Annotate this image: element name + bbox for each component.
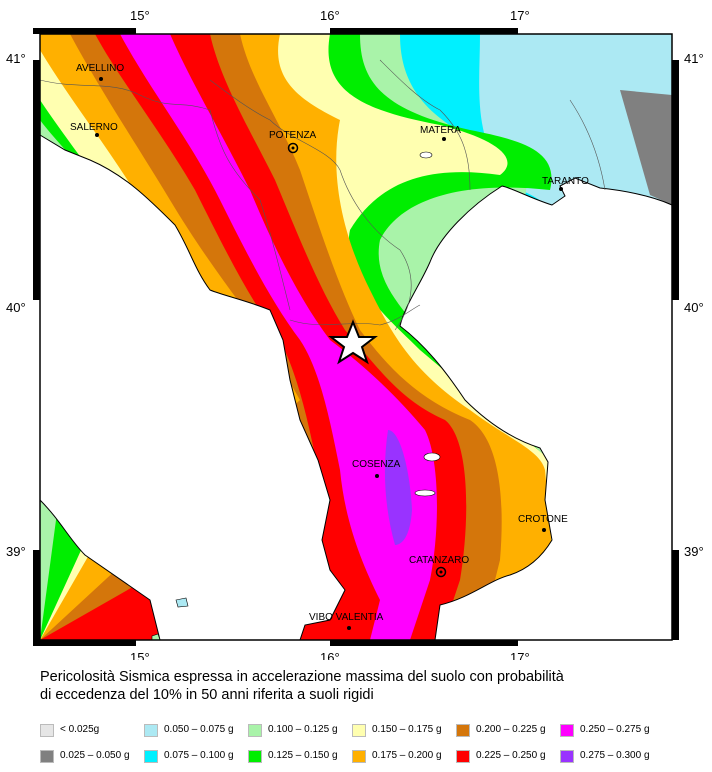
city-label-vibo-valentia: VIBO VALENTIA — [309, 612, 384, 623]
legend-swatch — [456, 724, 470, 737]
city-taranto: TARANTO — [542, 176, 589, 191]
city-potenza: POTENZA — [269, 130, 317, 154]
legend-label: 0.175 – 0.200 g — [372, 750, 442, 761]
city-label-avellino: AVELLINO — [76, 63, 124, 74]
legend-swatch — [352, 724, 366, 737]
legend-item: 0.075 – 0.100 g — [144, 748, 254, 764]
legend-swatch — [40, 750, 54, 763]
lon-tick-top-17: 17° — [510, 8, 530, 23]
lat-tick-right-40: 40° — [684, 300, 704, 315]
legend-item: 0.200 – 0.225 g — [456, 722, 566, 738]
city-vibo-valentia: VIBO VALENTIA — [309, 612, 384, 630]
star-icon — [328, 319, 378, 365]
legend-swatch — [248, 724, 262, 737]
city-label-matera: MATERA — [420, 125, 461, 136]
lon-tick-bottom-16: 16° — [320, 650, 340, 660]
city-label-cosenza: COSENZA — [352, 459, 401, 470]
legend-swatch — [144, 724, 158, 737]
legend-label: 0.200 – 0.225 g — [476, 724, 546, 735]
lat-tick-right-41: 41° — [684, 51, 704, 66]
city-catanzaro: CATANZARO — [409, 555, 469, 578]
legend-label: 0.250 – 0.275 g — [580, 724, 650, 735]
lat-tick-right-39: 39° — [684, 544, 704, 559]
hazard-map: 15° 16° 17° 15° 16° 17° 41° 40° 39° 41° … — [6, 8, 704, 660]
legend-item: 0.175 – 0.200 g — [352, 748, 462, 764]
legend-label: 0.075 – 0.100 g — [164, 750, 234, 761]
caption-line-2: di eccedenza del 10% in 50 anni riferita… — [40, 687, 374, 703]
legend-item: 0.050 – 0.075 g — [144, 722, 254, 738]
frame-bars — [33, 28, 679, 646]
legend-item: 0.100 – 0.125 g — [248, 722, 358, 738]
map-caption: Pericolosità Sismica espressa in acceler… — [40, 668, 700, 704]
city-salerno: SALERNO — [70, 122, 118, 137]
legend-swatch — [456, 750, 470, 763]
lon-tick-bottom-17: 17° — [510, 650, 530, 660]
city-label-salerno: SALERNO — [70, 122, 118, 133]
caption-line-1: Pericolosità Sismica espressa in acceler… — [40, 669, 564, 685]
legend-swatch — [560, 750, 574, 763]
legend-label: 0.125 – 0.150 g — [268, 750, 338, 761]
legend-swatch — [560, 724, 574, 737]
city-cosenza: COSENZA — [352, 459, 401, 478]
legend-label: 0.150 – 0.175 g — [372, 724, 442, 735]
legend-label: 0.050 – 0.075 g — [164, 724, 234, 735]
legend-label: < 0.025g — [60, 724, 100, 735]
legend-item: 0.275 – 0.300 g — [560, 748, 670, 764]
region-borders — [39, 59, 606, 331]
legend-item: 0.125 – 0.150 g — [248, 748, 358, 764]
city-label-crotone: CROTONE — [518, 514, 568, 525]
legend-swatch — [144, 750, 158, 763]
legend-swatch — [352, 750, 366, 763]
city-crotone: CROTONE — [518, 514, 568, 532]
lat-tick-left-40: 40° — [6, 300, 26, 315]
legend-item: 0.225 – 0.250 g — [456, 748, 566, 764]
city-matera: MATERA — [420, 125, 461, 141]
legend-label: 0.025 – 0.050 g — [60, 750, 130, 761]
city-label-taranto: TARANTO — [542, 176, 589, 187]
city-label-catanzaro: CATANZARO — [409, 555, 469, 566]
lat-tick-left-41: 41° — [6, 51, 26, 66]
lat-tick-left-39: 39° — [6, 544, 26, 559]
lon-tick-top-15: 15° — [130, 8, 150, 23]
lon-tick-bottom-15: 15° — [130, 650, 150, 660]
lon-tick-top-16: 16° — [320, 8, 340, 23]
city-label-potenza: POTENZA — [269, 130, 317, 141]
city-avellino: AVELLINO — [76, 63, 124, 81]
legend-label: 0.275 – 0.300 g — [580, 750, 650, 761]
legend-label: 0.100 – 0.125 g — [268, 724, 338, 735]
legend-label: 0.225 – 0.250 g — [476, 750, 546, 761]
legend-swatch — [248, 750, 262, 763]
legend-item: 0.250 – 0.275 g — [560, 722, 670, 738]
legend-item: 0.150 – 0.175 g — [352, 722, 462, 738]
legend-item: 0.025 – 0.050 g — [40, 748, 150, 764]
legend-item: < 0.025g — [40, 722, 150, 738]
legend-swatch — [40, 724, 54, 737]
